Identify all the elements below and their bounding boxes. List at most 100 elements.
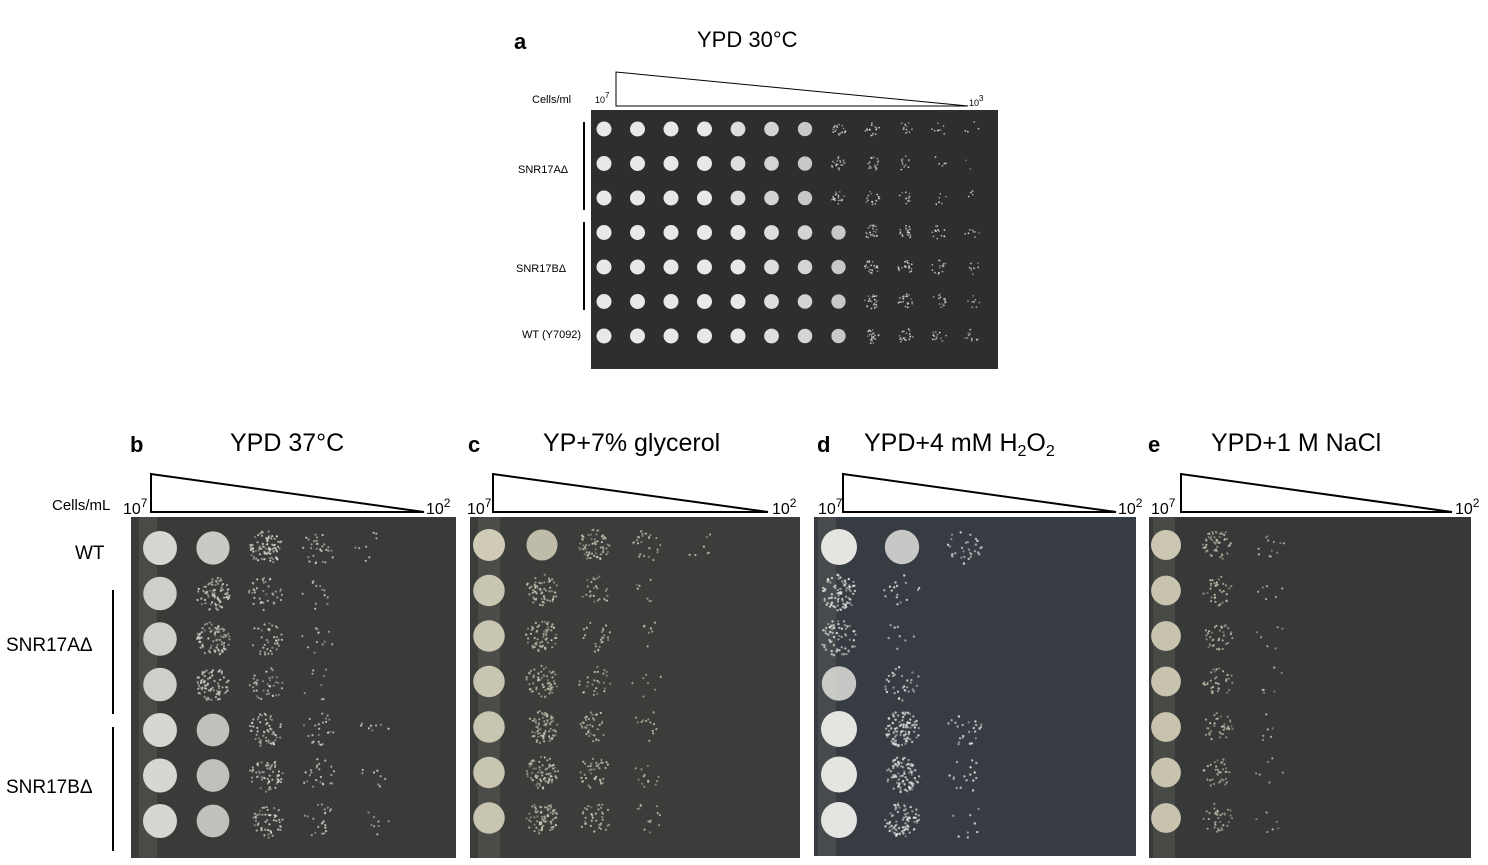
colony-spot (831, 328, 846, 344)
colony-spot (248, 530, 283, 564)
colony-spot (867, 329, 880, 344)
colony-spot (797, 294, 813, 309)
plate-background (1149, 517, 1471, 858)
colony-spot (797, 156, 813, 171)
colony-spot (1257, 585, 1284, 601)
panel-b-conc-high: 107 (123, 496, 148, 518)
colony-spot (473, 711, 505, 743)
colony-spot (196, 759, 230, 792)
colony-spot (1151, 666, 1181, 697)
colony-spot (967, 294, 981, 309)
colony-spot (797, 190, 813, 206)
colony-spot (579, 711, 605, 743)
colony-spot (196, 668, 230, 702)
panel-b-title: YPD 37°C (230, 429, 345, 457)
panel-e-conc-low: 102 (1455, 496, 1480, 518)
colony-spot (247, 576, 283, 611)
colony-spot (1202, 667, 1234, 695)
colony-spot (596, 328, 612, 344)
panel-a-title: YPD 30°C (697, 27, 798, 52)
colony-spot (831, 294, 846, 309)
colony-spot (663, 294, 679, 309)
colony-spot (764, 294, 779, 309)
colony-spot (934, 156, 947, 167)
colony-spot (525, 803, 559, 835)
panel-d-conc-high: 107 (818, 496, 843, 518)
colony-spot (932, 293, 947, 308)
colony-spot (821, 756, 857, 793)
colony-spot (867, 156, 880, 171)
colony-spot (831, 259, 846, 275)
colony-spot (832, 123, 847, 136)
plate-background (131, 517, 456, 858)
colony-spot (900, 155, 910, 171)
panel-b-conc-low: 102 (426, 496, 451, 518)
colony-spot (525, 755, 559, 790)
colony-spot (354, 531, 378, 562)
colony-spot (884, 802, 921, 838)
colony-spot (797, 225, 813, 240)
panel-c-plate (470, 517, 800, 858)
left-bracket-b (112, 727, 114, 851)
colony-spot (636, 804, 661, 834)
colony-spot (252, 805, 284, 839)
left-label-snr17a: SNR17AΔ (6, 635, 93, 656)
colony-spot (1151, 530, 1181, 560)
colony-spot (697, 328, 712, 344)
colony-spot (730, 121, 746, 137)
colony-spot (473, 620, 505, 652)
colony-spot (931, 225, 946, 240)
colony-spot (865, 224, 878, 239)
colony-spot (1204, 712, 1234, 741)
colony-spot (596, 294, 612, 309)
colony-spot (630, 259, 645, 275)
colony-spot (1201, 530, 1232, 560)
colony-spot (730, 225, 746, 240)
colony-spot (663, 190, 679, 206)
left-label-wt: WT (75, 543, 105, 564)
colony-spot (526, 573, 558, 607)
colony-spot (635, 578, 653, 603)
colony-spot (663, 121, 679, 137)
colony-spot (143, 576, 177, 611)
colony-spot (1255, 626, 1284, 650)
panel-a-conc-low: 103 (969, 94, 984, 108)
colony-spot (196, 576, 231, 611)
colony-spot (301, 627, 334, 654)
colony-spot (688, 533, 712, 557)
colony-spot (596, 190, 612, 206)
colony-spot (634, 764, 660, 788)
colony-spot (196, 531, 230, 565)
panel-e-conc-high: 107 (1151, 496, 1176, 518)
colony-spot (884, 666, 920, 702)
panel-e-title: YPD+1 M NaCl (1211, 429, 1382, 457)
colony-spot (302, 533, 334, 565)
colony-spot (967, 190, 974, 198)
colony-spot (864, 122, 880, 137)
colony-spot (968, 262, 980, 276)
colony-spot (764, 328, 779, 344)
colony-spot (764, 121, 779, 137)
colony-spot (1151, 712, 1181, 742)
colony-spot (249, 712, 282, 747)
colony-spot (1151, 621, 1181, 651)
colony-spot (580, 803, 611, 833)
colony-spot (596, 225, 612, 240)
colony-spot (630, 294, 645, 309)
colony-spot (528, 710, 559, 744)
panel-c-conc-high: 107 (467, 496, 492, 518)
colony-spot (1202, 575, 1233, 607)
colony-spot (1151, 575, 1181, 606)
plate-background (591, 110, 998, 369)
colony-spot (630, 225, 645, 240)
panel-b-letter: b (130, 432, 144, 457)
colony-spot (897, 259, 913, 273)
colony-spot (831, 156, 846, 171)
panel-a-label-snr17b: SNR17BΔ (516, 263, 567, 275)
colony-spot (886, 756, 921, 794)
colony-spot (578, 528, 611, 561)
panel-c-conc-low: 102 (772, 496, 797, 518)
plate-background (814, 517, 1136, 856)
colony-spot (631, 673, 662, 698)
